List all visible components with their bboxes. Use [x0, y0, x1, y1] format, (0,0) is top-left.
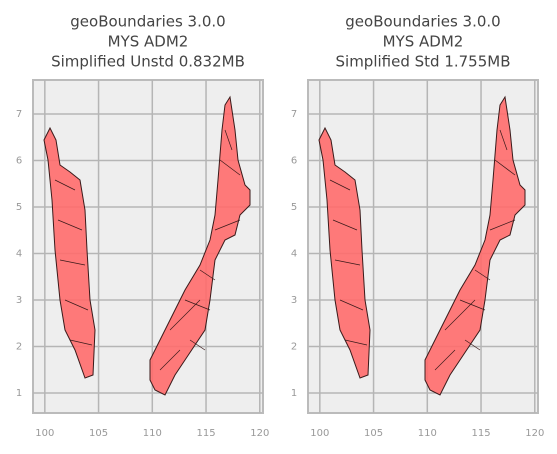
panel: geoBoundaries 3.0.0 MYS ADM2 Simplified Un…: [16, 13, 270, 440]
chart-title: MYS ADM2: [108, 33, 189, 51]
chart-title: geoBoundaries 3.0.0: [345, 13, 500, 31]
x-tick-label: 100: [35, 428, 54, 439]
x-tick-label: 115: [196, 428, 215, 439]
x-tick-label: 115: [471, 428, 490, 439]
y-tick-label: 5: [291, 202, 297, 213]
y-tick-label: 3: [16, 295, 22, 306]
panel: geoBoundaries 3.0.0 MYS ADM2 Simplified St…: [291, 13, 545, 440]
x-tick-label: 105: [364, 428, 383, 439]
y-tick-label: 1: [16, 388, 22, 399]
chart-title: geoBoundaries 3.0.0: [70, 13, 225, 31]
y-tick-label: 5: [16, 202, 22, 213]
x-tick-label: 105: [89, 428, 108, 439]
x-tick-label: 120: [250, 428, 269, 439]
x-tick-label: 100: [310, 428, 329, 439]
y-tick-label: 4: [291, 248, 297, 259]
chart-title: MYS ADM2: [383, 33, 464, 51]
y-tick-label: 2: [291, 341, 297, 352]
y-tick-label: 4: [16, 248, 22, 259]
y-tick-label: 1: [291, 388, 297, 399]
x-tick-label: 120: [525, 428, 544, 439]
y-tick-label: 2: [16, 341, 22, 352]
y-tick-label: 7: [291, 109, 297, 120]
y-tick-label: 6: [16, 155, 22, 166]
chart-title: Simplified Std 1.755MB: [336, 53, 511, 71]
x-tick-label: 110: [143, 428, 162, 439]
chart-title: Simplified Unstd 0.832MB: [51, 53, 245, 71]
x-tick-label: 110: [418, 428, 437, 439]
y-tick-label: 3: [291, 295, 297, 306]
y-tick-label: 6: [291, 155, 297, 166]
y-tick-label: 7: [16, 109, 22, 120]
